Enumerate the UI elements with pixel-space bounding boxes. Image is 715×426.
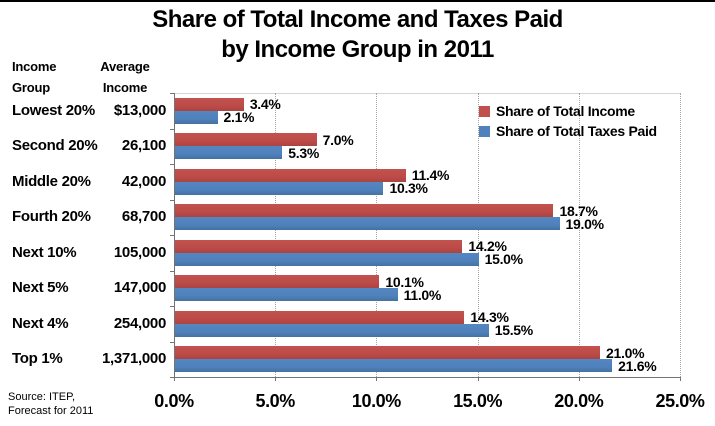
taxes-bar-Fourth 20%: [175, 217, 560, 230]
income-value-label-Top 1%: 21.0%: [606, 344, 645, 361]
income-value-label-Next 5%: 10.1%: [385, 273, 424, 290]
x-axis-tick-25.0%: [680, 377, 681, 381]
y-axis-tick: [170, 377, 174, 378]
legend-label: Share of Total Taxes Paid: [496, 123, 657, 139]
plot-area-top-border: [174, 93, 681, 94]
taxes-value-label-Next 4%: 15.5%: [494, 322, 534, 338]
gridline-20.0%: [578, 93, 580, 377]
income-value-label-Second 20%: 7.0%: [322, 131, 354, 148]
taxes-value-label-Fourth 20%: 19.0%: [565, 215, 605, 232]
source-note-line2: Forecast for 2011: [8, 405, 94, 417]
taxes-value-label-Lowest 20%: 2.1%: [223, 109, 255, 125]
taxes-value-label-Middle 20%: 10.3%: [389, 180, 428, 196]
x-axis-label-5.0%: 5.0%: [255, 391, 295, 411]
income-bar-Middle 20%: [175, 168, 406, 182]
taxes-value-label-Next 5%: 11.0%: [403, 286, 442, 303]
row-label-Fourth 20%: Fourth 20%: [12, 208, 91, 226]
average-income-header-line1: Average: [100, 59, 150, 74]
row-label-Next 5%: Next 5%: [12, 279, 69, 297]
income-value-label-Lowest 20%: 3.4%: [249, 96, 281, 112]
average-income-Middle 20%: 42,000: [121, 172, 166, 190]
y-axis-tick: [170, 235, 174, 236]
average-income-Top 1%: 1,371,000: [101, 350, 166, 368]
x-axis-label-0.0%: 0.0%: [154, 391, 194, 411]
taxes-bar-Top 1%: [175, 359, 613, 372]
gridline-15.0%: [477, 93, 479, 377]
y-axis-tick: [170, 128, 174, 130]
source-note-line1: Source: ITEP,: [8, 391, 76, 403]
x-axis-tick-5.0%: [275, 377, 277, 381]
income-bar-Fourth 20%: [175, 204, 554, 217]
income-group-header-line2: Group: [12, 80, 50, 95]
row-label-Second 20%: Second 20%: [12, 137, 98, 155]
taxes-bar-Next 10%: [175, 252, 479, 266]
average-income-Fourth 20%: 68,700: [121, 208, 166, 226]
y-axis-tick: [170, 270, 174, 272]
x-axis-tick-15.0%: [477, 377, 479, 381]
row-label-Top 1%: Top 1%: [12, 350, 63, 368]
x-axis-label-25.0%: 25.0%: [655, 391, 705, 411]
row-label-Lowest 20%: Lowest 20%: [12, 101, 95, 119]
taxes-bar-Middle 20%: [175, 181, 384, 195]
average-income-Next 5%: 147,000: [113, 279, 166, 297]
income-group-column-header: Income Group: [12, 56, 57, 98]
x-axis-tick-10.0%: [376, 377, 378, 381]
average-income-Next 4%: 254,000: [113, 314, 166, 332]
row-label-Next 4%: Next 4%: [12, 314, 69, 332]
average-income-Next 10%: 105,000: [113, 243, 166, 261]
income-group-header-line1: Income: [12, 59, 57, 74]
image-top-border: [0, 0, 715, 2]
income-bar-Next 10%: [175, 239, 463, 253]
legend-item-income: Share of Total Income: [479, 101, 657, 121]
chart-title: Share of Total Income and Taxes Paid by …: [0, 5, 715, 65]
y-axis-tick: [170, 341, 174, 343]
income-bar-Next 4%: [175, 310, 465, 324]
legend-label: Share of Total Income: [496, 103, 635, 119]
gridline-25.0%: [680, 93, 681, 377]
taxes-value-label-Top 1%: 21.6%: [618, 357, 657, 374]
average-income-Lowest 20%: $13,000: [113, 101, 166, 119]
chart-title-line2: by Income Group in 2011: [221, 36, 494, 63]
x-axis-label-15.0%: 15.0%: [453, 391, 503, 411]
source-note: Source: ITEP, Forecast for 2011: [8, 390, 93, 418]
income-value-label-Next 4%: 14.3%: [470, 309, 509, 325]
x-axis-label-20.0%: 20.0%: [554, 391, 604, 411]
row-label-Next 10%: Next 10%: [12, 243, 77, 261]
x-axis-tick-20.0%: [578, 377, 580, 381]
legend-marker-taxes-icon: [479, 125, 490, 137]
y-axis-tick: [170, 306, 174, 307]
y-axis-tick: [170, 164, 174, 165]
legend-item-taxes: Share of Total Taxes Paid: [479, 121, 657, 141]
taxes-value-label-Second 20%: 5.3%: [288, 144, 319, 161]
chart-title-line1: Share of Total Income and Taxes Paid: [152, 6, 563, 33]
taxes-bar-Next 5%: [175, 288, 398, 301]
x-axis-label-10.0%: 10.0%: [351, 391, 401, 411]
income-bar-Lowest 20%: [175, 97, 244, 111]
taxes-value-label-Next 10%: 15.0%: [484, 251, 524, 267]
average-income-header-line2: Income: [102, 80, 148, 95]
taxes-bar-Second 20%: [175, 146, 283, 159]
x-axis-tick-0.0%: [174, 377, 175, 381]
gridline-5.0%: [275, 93, 277, 377]
x-axis-line: [174, 377, 681, 378]
income-bar-Next 5%: [175, 275, 380, 288]
row-label-Middle 20%: Middle 20%: [12, 172, 91, 190]
y-axis-tick: [170, 199, 174, 201]
taxes-bar-Next 4%: [175, 323, 489, 337]
y-axis-line: [174, 93, 175, 378]
y-axis-tick: [170, 93, 174, 94]
income-bar-Second 20%: [175, 133, 317, 146]
income-value-label-Next 10%: 14.2%: [468, 238, 507, 254]
gridline-10.0%: [376, 93, 378, 377]
income-value-label-Middle 20%: 11.4%: [411, 167, 450, 183]
legend: Share of Total Income Share of Total Taxe…: [479, 101, 657, 141]
taxes-bar-Lowest 20%: [175, 110, 218, 124]
average-income-Second 20%: 26,100: [121, 137, 166, 155]
average-income-column-header: Average Income: [88, 56, 162, 98]
legend-marker-income-icon: [479, 105, 490, 117]
income-bar-Top 1%: [175, 346, 601, 359]
income-value-label-Fourth 20%: 18.7%: [559, 202, 598, 219]
